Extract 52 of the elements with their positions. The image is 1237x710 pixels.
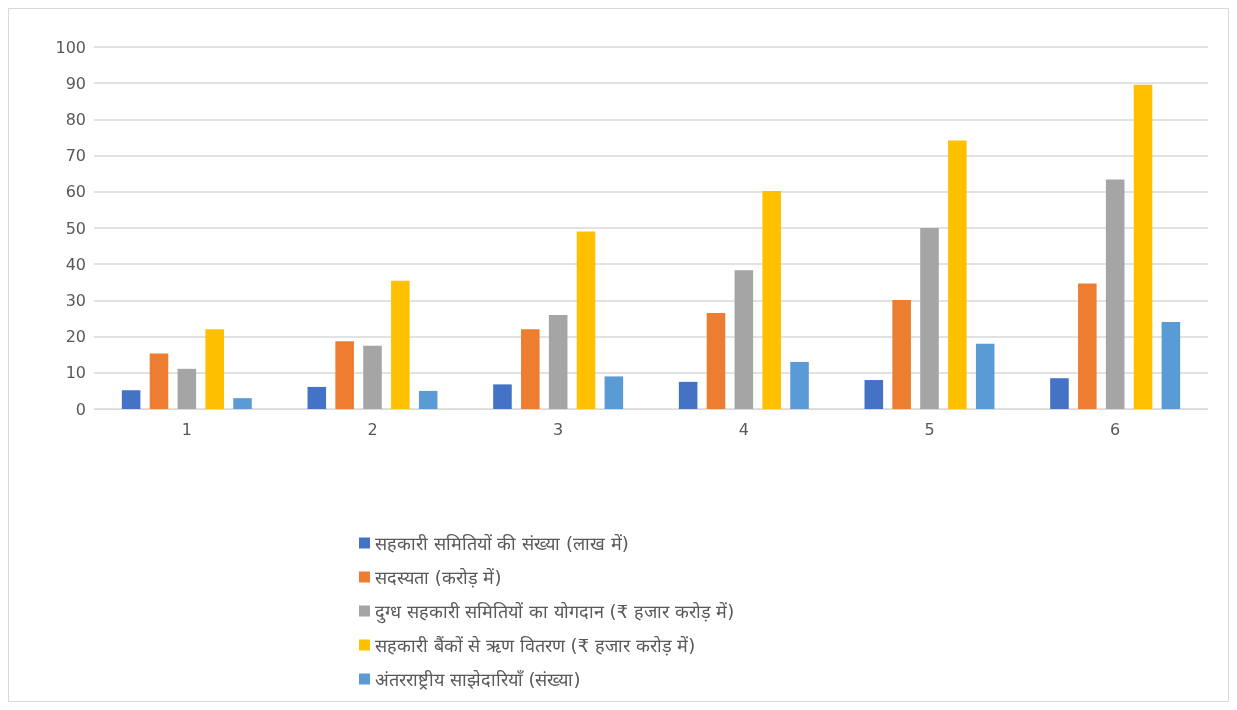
- bar: [734, 270, 754, 409]
- bar: [548, 314, 568, 409]
- bar: [864, 380, 884, 409]
- x-tick-label: 6: [1110, 419, 1121, 439]
- bar: [418, 390, 438, 409]
- bar: [576, 231, 596, 409]
- y-tick-label: 60: [65, 182, 86, 202]
- bar: [521, 329, 540, 409]
- bar: [1078, 283, 1097, 409]
- legend-label: अंतरराष्ट्रीय साझेदारियाँ (संख्या): [375, 668, 581, 690]
- bar: [762, 191, 781, 409]
- bar: [493, 384, 512, 409]
- y-tick-label: 40: [65, 254, 86, 274]
- bar: [205, 329, 224, 409]
- bar: [678, 381, 698, 409]
- bar: [177, 368, 197, 409]
- bar: [335, 341, 354, 409]
- bar: [892, 300, 911, 409]
- y-tick-label: 70: [65, 146, 86, 166]
- legend-label: सहकारी बैंकों से ऋण वितरण (₹ हजार करोड़ में): [375, 634, 696, 656]
- bar: [363, 345, 382, 409]
- y-tick-label: 80: [65, 109, 86, 129]
- bar: [391, 280, 410, 409]
- x-tick-label: 3: [553, 419, 564, 439]
- bar: [604, 376, 624, 409]
- y-tick-label: 100: [55, 37, 86, 57]
- bar: [948, 140, 967, 409]
- bar: [149, 353, 169, 409]
- legend-label: सदस्यता (करोड़ में): [375, 566, 502, 588]
- bar: [1050, 378, 1069, 409]
- bar: [121, 390, 141, 409]
- x-tick-label: 4: [738, 419, 749, 439]
- legend-label: दुग्ध सहकारी समितियों का योगदान (₹ हजार करोड़ में): [375, 600, 735, 624]
- y-tick-label: 20: [65, 327, 86, 347]
- y-tick-label: 50: [65, 218, 86, 238]
- x-tick-label: 1: [181, 419, 192, 439]
- y-tick-label: 0: [75, 399, 86, 419]
- bar: [920, 228, 939, 409]
- bar: [1161, 322, 1181, 409]
- y-tick-label: 90: [65, 73, 86, 93]
- x-tick-label: 2: [367, 419, 378, 439]
- bar: [975, 343, 995, 409]
- bar: [233, 398, 252, 409]
- bar: [1133, 84, 1153, 409]
- bar: [790, 361, 809, 409]
- bar: [1105, 179, 1125, 409]
- bar: [706, 313, 726, 409]
- y-tick-label: 10: [65, 363, 86, 383]
- y-tick-label: 30: [65, 290, 86, 310]
- legend-label: सहकारी समितियों की संख्या (लाख में): [375, 532, 629, 554]
- x-tick-label: 5: [924, 419, 935, 439]
- bar: [307, 386, 327, 409]
